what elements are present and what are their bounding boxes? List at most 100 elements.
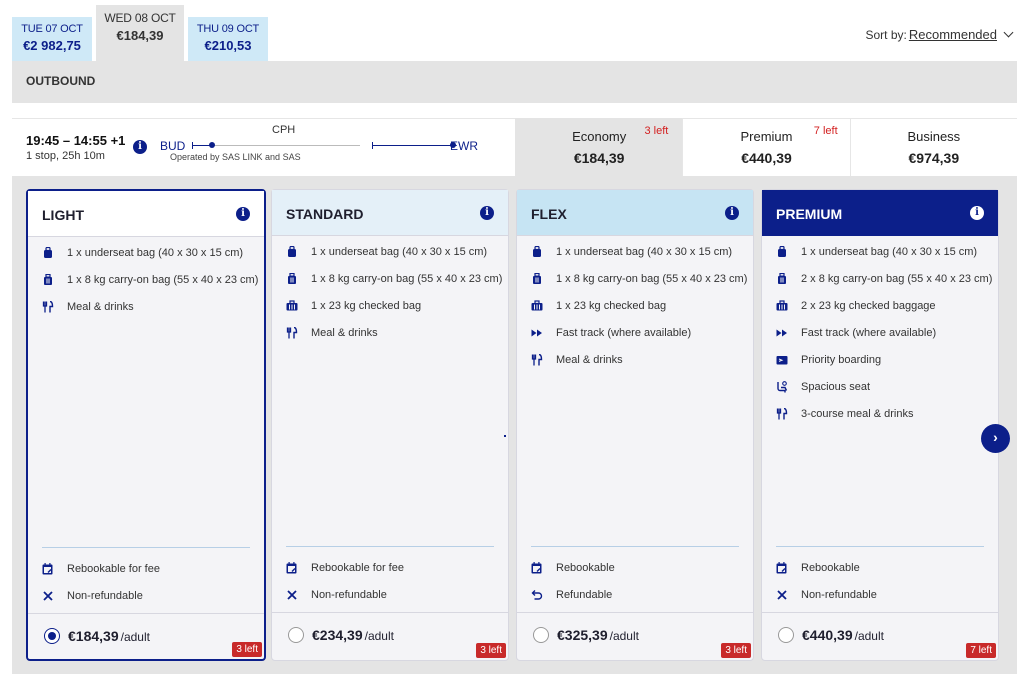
cabin-price: €974,39 [908,150,960,166]
destination-code: EWR [450,139,478,153]
fare-card-standard[interactable]: STANDARD i 1 x underseat bag (40 x 30 x 15… [271,189,509,661]
flight-stops: 1 stop, 25h 10m [26,150,105,162]
fare-card-header: LIGHT i [28,191,264,237]
seats-left-badge: 3 left [232,642,262,657]
section-title: OUTBOUND [12,61,1017,103]
fare-title: FLEX [531,206,567,222]
checked-bag-icon [286,300,298,312]
fare-radio[interactable] [778,627,794,643]
info-icon[interactable]: i [725,206,739,220]
sort-value[interactable]: Recommended [908,27,997,42]
fare-term: Non-refundable [776,589,877,601]
fare-card-flex[interactable]: FLEX i 1 x underseat bag (40 x 30 x 15 cm)… [516,189,754,661]
fare-term-text: Rebookable for fee [67,563,160,575]
route-line [372,145,452,146]
cabin-price: €440,39 [741,150,792,166]
cabin-business[interactable]: Business €974,39 [849,118,1017,176]
fare-feature-text: 2 x 23 kg checked baggage [801,300,936,312]
route-line-stop [212,145,360,146]
date-tab-thu[interactable]: THU 09 OCT €210,53 [188,17,268,61]
next-arrow-button[interactable]: › [981,424,1010,453]
info-icon[interactable]: i [480,206,494,220]
suitcase-icon [776,273,788,285]
suitcase-icon [42,274,54,286]
fare-feature: 1 x underseat bag (40 x 30 x 15 cm) [286,246,487,258]
seats-left-badge: 3 left [476,643,506,658]
rebook-icon [286,562,298,574]
bag-icon [42,247,54,259]
fast-track-icon [531,327,543,339]
date-tab-tue[interactable]: TUE 07 OCT €2 982,75 [12,17,92,61]
date-tab-price: €184,39 [116,28,164,43]
date-tabs: TUE 07 OCT €2 982,75 WED 08 OCT €184,39 … [12,5,268,61]
checked-bag-icon [776,300,788,312]
route-dot [450,142,456,148]
fare-radio[interactable] [44,628,60,644]
stray-dot [504,435,506,437]
date-tab-price: €2 982,75 [23,38,81,53]
info-icon[interactable]: i [970,206,984,220]
fare-feature: 1 x underseat bag (40 x 30 x 15 cm) [531,246,732,258]
fare-card-premium[interactable]: PREMIUM i 1 x underseat bag (40 x 30 x 15 … [761,189,999,661]
fare-radio[interactable] [533,627,549,643]
fare-price-unit: /adult [609,629,639,643]
fare-term-text: Rebookable [801,562,860,574]
fare-card-light[interactable]: LIGHT i 1 x underseat bag (40 x 30 x 15 cm… [26,189,266,661]
fare-price: €325,39/adult [557,627,639,643]
fare-feature: Meal & drinks [286,327,378,339]
date-tab-price: €210,53 [204,38,252,53]
fare-price-amount: €325,39 [557,627,608,643]
sort-control[interactable]: Sort by: Recommended [865,27,1014,42]
fare-title: LIGHT [42,207,84,223]
fare-term-text: Refundable [556,589,613,601]
cabin-economy[interactable]: Economy €184,39 3 left [515,118,683,176]
divider [776,546,984,547]
fare-feature-text: Spacious seat [801,381,871,393]
fare-feature-text: Meal & drinks [311,327,378,339]
info-icon[interactable]: i [133,140,147,154]
fare-term: Rebookable for fee [286,562,404,574]
divider [531,546,739,547]
sort-label: Sort by: [865,28,907,42]
rebook-icon [531,562,543,574]
seats-left-badge: 7 left [966,643,996,658]
rebook-icon [776,562,788,574]
fare-term-text: Rebookable for fee [311,562,404,574]
fare-feature-text: Fast track (where available) [801,327,937,339]
date-tab-wed[interactable]: WED 08 OCT €184,39 [96,5,184,61]
fare-feature: 1 x 8 kg carry-on bag (55 x 40 x 23 cm) [286,273,502,285]
date-tab-date: TUE 07 OCT [21,23,83,35]
chevron-down-icon[interactable] [1003,27,1014,38]
fare-feature: Meal & drinks [42,301,134,313]
fare-feature-text: 1 x 8 kg carry-on bag (55 x 40 x 23 cm) [556,273,748,285]
fare-price-amount: €234,39 [312,627,363,643]
info-icon[interactable]: i [236,207,250,221]
bag-icon [531,246,543,258]
meal-icon [286,327,298,339]
fare-term-text: Non-refundable [67,590,143,602]
fare-feature: 3-course meal & drinks [776,408,914,420]
fare-feature-text: 1 x underseat bag (40 x 30 x 15 cm) [311,246,488,258]
fare-feature: 1 x 23 kg checked bag [531,300,666,312]
date-tab-date: WED 08 OCT [104,11,176,25]
operator-text: Operated by SAS LINK and SAS [170,152,301,162]
fare-feature: Fast track (where available) [776,327,936,339]
cabin-premium[interactable]: Premium €440,39 7 left [682,118,850,176]
meal-icon [776,408,788,420]
route-dot [209,142,215,148]
divider [762,612,998,613]
fare-price-unit: /adult [120,630,150,644]
fare-feature: Spacious seat [776,381,870,393]
flight-row[interactable]: 19:45 – 14:55 +1 1 stop, 25h 10m i BUD C… [12,118,515,176]
fare-radio[interactable] [288,627,304,643]
fare-term-text: Non-refundable [311,589,387,601]
fare-feature-text: 1 x underseat bag (40 x 30 x 15 cm) [801,246,978,258]
fare-title: PREMIUM [776,206,843,222]
fare-price-amount: €440,39 [802,627,853,643]
fare-feature: 1 x 8 kg carry-on bag (55 x 40 x 23 cm) [42,274,258,286]
fare-card-header: FLEX i [517,190,753,236]
cabin-selector: Economy €184,39 3 left Premium €440,39 7… [515,118,1017,176]
seat-icon [776,381,788,393]
fare-price-amount: €184,39 [68,628,119,644]
